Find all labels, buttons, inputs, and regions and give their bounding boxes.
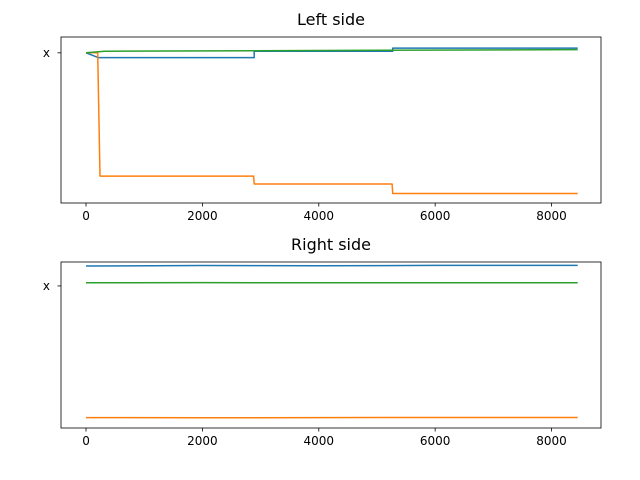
y-tick-label: x [43,46,50,60]
x-tick-label: 6000 [420,434,451,448]
x-tick-label: 6000 [420,209,451,223]
x-tick-label: 8000 [536,434,567,448]
x-tick-label: 4000 [304,434,335,448]
x-tick-label: 4000 [304,209,335,223]
x-tick-label: 0 [82,209,90,223]
subplot-title: Left side [297,10,365,29]
x-tick-label: 2000 [187,209,218,223]
series-line-2 [86,52,578,195]
x-tick-label: 0 [82,434,90,448]
x-tick-label: 2000 [187,434,218,448]
series-line-3 [85,48,578,54]
subplot-title: Right side [291,235,371,254]
axes-frame [60,261,602,429]
x-tick-label: 8000 [536,209,567,223]
subplot-2: Right side 0 2000 4000 6000 8000 x [43,235,602,448]
subplot-1: Left side 0 2000 4000 6000 8000 x [43,10,602,223]
series-line-1 [85,264,578,267]
y-tick-label: x [43,279,50,293]
axes-frame [60,36,602,204]
